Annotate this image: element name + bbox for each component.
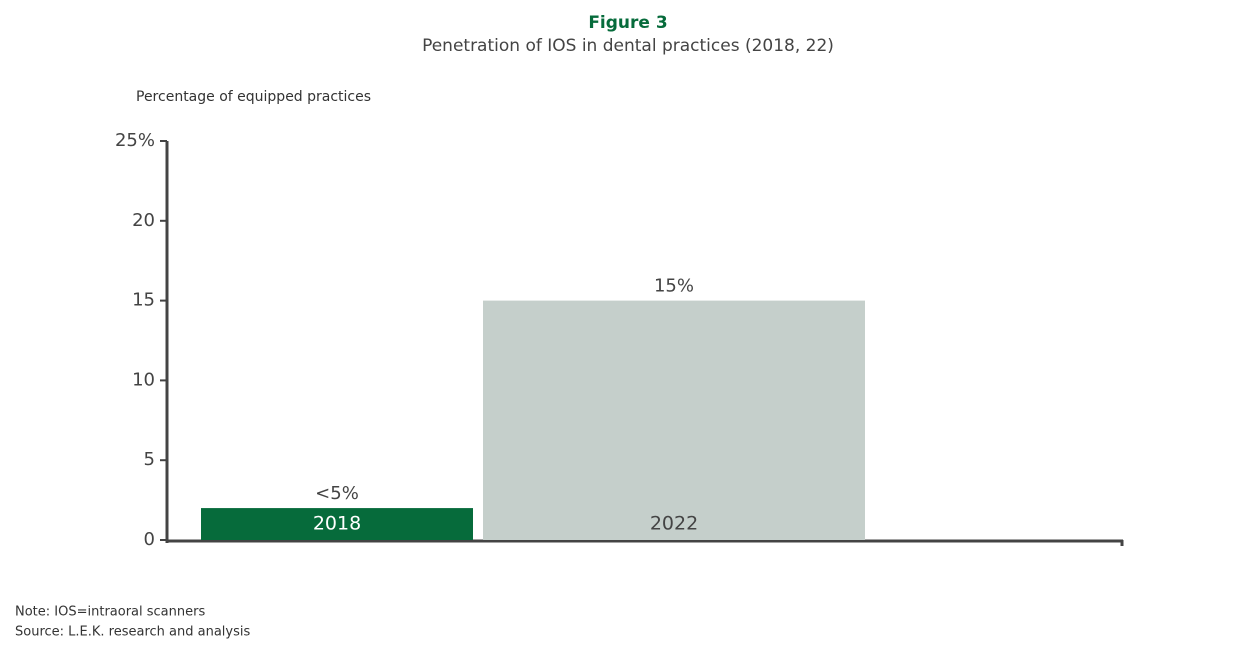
value-label: <5%	[315, 483, 359, 504]
y-tick-label: 5	[144, 449, 155, 470]
chart-title: Figure 3	[588, 13, 667, 33]
category-label: 2022	[650, 513, 698, 535]
note: Note: IOS=intraoral scanners	[15, 605, 205, 620]
bar	[483, 300, 865, 540]
category-label: 2018	[313, 513, 361, 535]
y-tick-label: 10	[132, 369, 155, 390]
bar	[201, 508, 473, 540]
y-axis-label: Percentage of equipped practices	[136, 89, 371, 105]
y-tick-label: 15	[132, 290, 155, 311]
chart-subtitle: Penetration of IOS in dental practices (…	[422, 36, 834, 56]
source: Source: L.E.K. research and analysis	[15, 625, 250, 640]
y-tick-label: 20	[132, 210, 155, 231]
y-tick-label: 25%	[115, 130, 155, 151]
y-tick-label: 0	[144, 529, 155, 550]
value-label: 15%	[654, 276, 694, 297]
